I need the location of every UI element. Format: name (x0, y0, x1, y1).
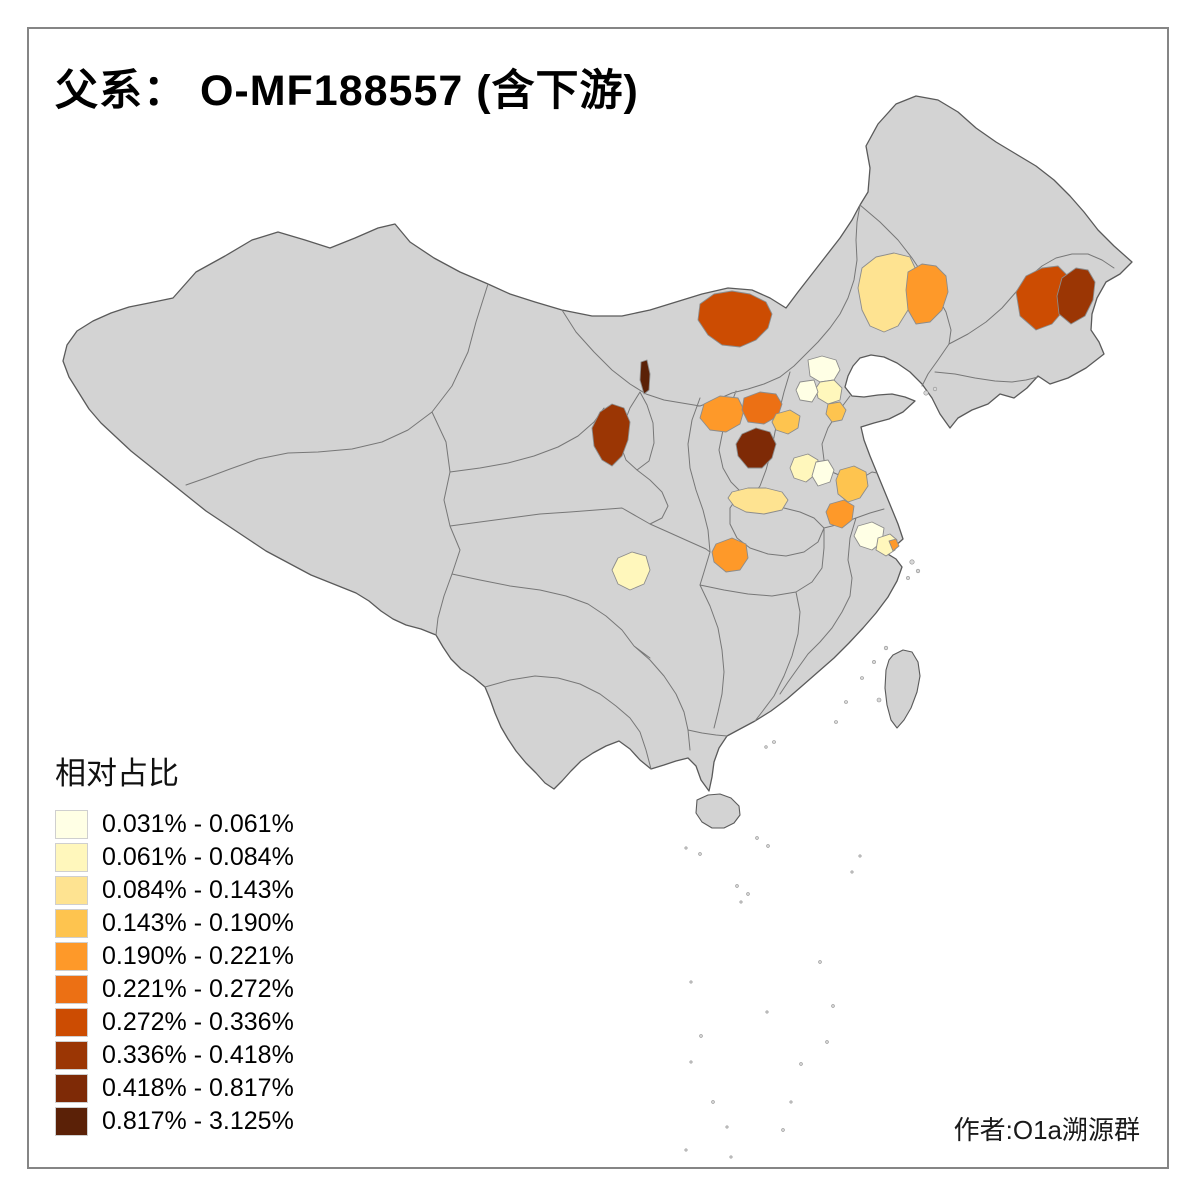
map-region-r25 (611, 551, 651, 591)
legend-swatch (55, 975, 88, 1004)
legend-row: 0.221% - 0.272% (55, 974, 294, 1005)
map-region-r7 (639, 359, 651, 395)
china-map (62, 95, 1133, 1159)
map-region-r8 (699, 395, 745, 433)
legend-row: 0.817% - 3.125% (55, 1106, 294, 1137)
map-region-r23 (888, 538, 900, 552)
map-region-r11 (771, 409, 801, 435)
legend-row: 0.190% - 0.221% (55, 941, 294, 972)
legend-label: 0.190% - 0.221% (102, 942, 294, 970)
page-title: 父系： O-MF188557 (含下游) (55, 67, 639, 115)
taiwan-island (884, 649, 921, 729)
legend-label: 0.272% - 0.336% (102, 1008, 294, 1036)
legend-label: 0.817% - 3.125% (102, 1107, 294, 1135)
hainan-island (695, 793, 741, 829)
legend-row: 0.418% - 0.817% (55, 1073, 294, 1104)
legend-swatch (55, 843, 88, 872)
map-region-r6 (591, 403, 631, 467)
legend-swatch (55, 1107, 88, 1136)
legend-row: 0.272% - 0.336% (55, 1007, 294, 1038)
legend-swatch (55, 1008, 88, 1037)
legend-swatch (55, 1074, 88, 1103)
map-region-r12 (807, 355, 841, 383)
legend-label: 0.418% - 0.817% (102, 1074, 294, 1102)
legend-swatch (55, 942, 88, 971)
legend-row: 0.143% - 0.190% (55, 908, 294, 939)
legend-row: 0.061% - 0.084% (55, 842, 294, 873)
legend-swatch (55, 1041, 88, 1070)
legend-row: 0.084% - 0.143% (55, 875, 294, 906)
legend-swatch (55, 810, 88, 839)
legend-label: 0.084% - 0.143% (102, 876, 294, 904)
map-region-r18 (811, 459, 835, 487)
map-region-r2 (1056, 267, 1096, 325)
legend-label: 0.061% - 0.084% (102, 843, 294, 871)
island-specks (684, 386, 938, 1159)
legend-label: 0.031% - 0.061% (102, 810, 294, 838)
legend: 相对占比 0.031% - 0.061% 0.061% - 0.084% 0.084… (55, 748, 294, 1139)
legend-rows: 0.031% - 0.061% 0.061% - 0.084% 0.084% - 0… (55, 809, 294, 1137)
legend-row: 0.336% - 0.418% (55, 1040, 294, 1071)
map-region-r15 (825, 401, 847, 423)
map-region-r20 (825, 499, 855, 529)
map-region-r19 (835, 465, 869, 503)
legend-label: 0.336% - 0.418% (102, 1041, 294, 1069)
legend-title: 相对占比 (55, 756, 179, 791)
map-region-r10 (735, 427, 777, 469)
legend-swatch (55, 876, 88, 905)
map-region-r24 (711, 537, 749, 573)
legend-label: 0.221% - 0.272% (102, 975, 294, 1003)
colored-regions-layer (591, 252, 1096, 591)
legend-row: 0.031% - 0.061% (55, 809, 294, 840)
map-region-r22 (875, 533, 898, 557)
author-credit: 作者:O1a溯源群 (953, 1115, 1140, 1145)
map-region-r14 (795, 379, 819, 403)
legend-label: 0.143% - 0.190% (102, 909, 294, 937)
map-region-r16 (727, 487, 789, 515)
map-region-r3 (697, 290, 773, 348)
map-region-r17 (789, 453, 819, 483)
map-region-r5 (905, 263, 949, 325)
legend-swatch (55, 909, 88, 938)
